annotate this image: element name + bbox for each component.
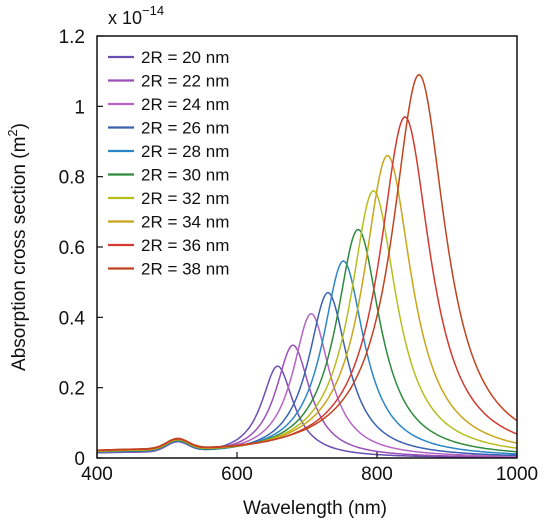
legend-label: 2R = 36 nm — [141, 236, 229, 255]
y-axis-label: Absorption cross section (m2) — [5, 123, 30, 371]
y-tick-label: 0.4 — [59, 308, 86, 329]
x-tick-label: 600 — [221, 464, 253, 485]
x-tick-label: 1000 — [496, 464, 538, 485]
legend-label: 2R = 20 nm — [141, 48, 229, 67]
legend-label: 2R = 30 nm — [141, 166, 229, 185]
legend-label: 2R = 28 nm — [141, 142, 229, 161]
legend: 2R = 20 nm 2R = 22 nm 2R = 24 nm 2R = 26 nm… — [108, 48, 229, 279]
y-tick-label: 0.6 — [59, 238, 85, 259]
y-tick-label: 1 — [74, 97, 85, 118]
series-line-3 — [96, 312, 517, 458]
legend-label: 2R = 34 nm — [141, 213, 229, 232]
series-line-10 — [96, 73, 518, 451]
legend-label: 2R = 32 nm — [141, 189, 229, 208]
y-tick-label: 1.2 — [59, 27, 85, 48]
y-tick-label: 0 — [74, 449, 85, 470]
legend-label: 2R = 22 nm — [141, 72, 229, 91]
y-tick-label: 0.2 — [59, 379, 85, 400]
ticks-layer: 400 600 800 1000 0 0.2 0.4 0.6 0.8 1 1.2 — [59, 27, 539, 485]
legend-label: 2R = 24 nm — [141, 95, 229, 114]
x-axis-label: Wavelength (nm) — [243, 498, 387, 519]
series-layer — [96, 73, 518, 459]
y-axis-multiplier: x 10−14 — [108, 3, 164, 28]
legend-label: 2R = 38 nm — [141, 260, 229, 279]
y-tick-label: 0.8 — [59, 168, 85, 189]
x-tick-label: 400 — [81, 464, 113, 485]
legend-label: 2R = 26 nm — [141, 119, 229, 138]
x-tick-label: 800 — [361, 464, 393, 485]
series-line-5 — [97, 260, 517, 455]
